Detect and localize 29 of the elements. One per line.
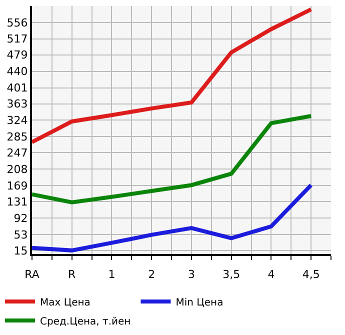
line-series bbox=[32, 114, 314, 204]
y-tick-label: 517 bbox=[6, 32, 28, 46]
y-tick-label: 363 bbox=[6, 98, 28, 111]
y-tick-label: 401 bbox=[6, 82, 28, 95]
y-tick-label: 247 bbox=[6, 146, 28, 160]
legend-label: Сред.Цена, т.йен bbox=[40, 316, 131, 328]
x-tick-label: 4 bbox=[268, 268, 275, 281]
y-tick-label: 53 bbox=[14, 228, 28, 242]
x-tick-label: RA bbox=[24, 268, 40, 281]
y-tick-label: 285 bbox=[6, 130, 28, 144]
line-series bbox=[32, 183, 314, 252]
y-tick-label: 92 bbox=[14, 212, 28, 225]
y-tick-label: 324 bbox=[6, 114, 28, 128]
y-tick-label: 131 bbox=[6, 195, 28, 208]
x-tick-label: R bbox=[68, 268, 76, 281]
legend-label: Min Цена bbox=[176, 297, 224, 308]
y-tick-label: 479 bbox=[6, 48, 28, 62]
y-tick-label: 556 bbox=[6, 16, 28, 30]
legend-label: Max Цена bbox=[40, 297, 90, 308]
y-tick-label: 208 bbox=[6, 162, 28, 176]
x-tick-label: 1 bbox=[108, 268, 116, 281]
x-tick-label: 4,5 bbox=[302, 268, 320, 281]
y-tick-label: 169 bbox=[6, 179, 28, 192]
x-tick-label: 3,5 bbox=[222, 268, 240, 281]
y-tick-label: 15 bbox=[14, 244, 28, 258]
x-tick-label: 3 bbox=[188, 268, 195, 281]
y-tick-label: 440 bbox=[6, 65, 28, 78]
x-tick-label: 2 bbox=[148, 268, 156, 281]
line-series bbox=[32, 7, 314, 144]
